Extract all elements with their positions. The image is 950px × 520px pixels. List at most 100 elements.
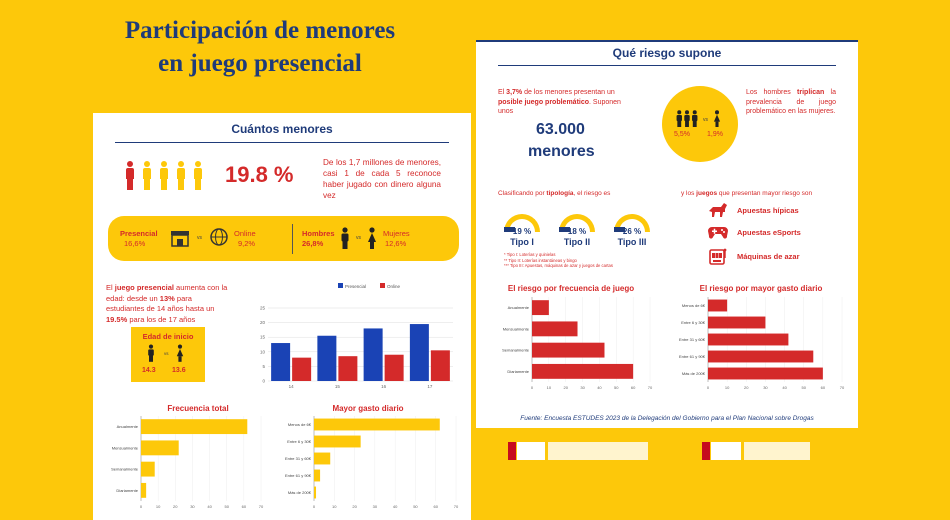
bar-diariamente (141, 482, 147, 498)
store-icon (171, 231, 189, 247)
category-label: Semanalmente (502, 348, 530, 353)
category-label: Mensualmente (503, 326, 530, 331)
bar-m-s-de-200- (314, 486, 317, 499)
men-value: 5,5% (674, 131, 690, 138)
category-label: Más de 200€ (682, 371, 706, 376)
edad-inicio-box: Edad de inicio vs 14.3 13.6 (131, 327, 205, 382)
person-icon (194, 161, 202, 190)
category-label: Entre 31 y 60€ (285, 456, 312, 461)
risk-text-bold: posible juego problemático (498, 98, 590, 106)
pill-divider (292, 224, 293, 254)
bar-online-16 (384, 354, 404, 381)
typology-text-bold: tipología (546, 190, 574, 197)
bar-presencial-15 (317, 335, 337, 381)
bar-presencial-17 (409, 324, 429, 381)
game-label-3: Máquinas de azar (737, 252, 800, 261)
games-text-bold: juegos (696, 190, 718, 197)
games-text-part: y los (681, 190, 697, 197)
typology-text-part: Clasificando por (498, 190, 547, 197)
category-label: Anualmente (508, 305, 530, 310)
x-tick-label: 60 (631, 385, 636, 390)
edad-male: 14.3 (142, 367, 156, 374)
bar-entre-6-y-30- (314, 435, 361, 448)
x-tick-label: 10 (547, 385, 552, 390)
men-text-bold: triplican (797, 89, 825, 96)
bar-presencial-14 (271, 343, 291, 381)
bar-mensualmente (141, 440, 179, 456)
legend-swatch (338, 283, 343, 288)
frecuencia-total-chart: 0 10 20 30 40 50 60 70 Anualmente Mensualmente Sem… (111, 416, 264, 509)
tipo-3-label: Tipo III (617, 237, 647, 247)
comparison-pill: Presencial 16,6% vs Online 9,2% Hombres … (108, 216, 459, 261)
left-heading-rule (115, 142, 449, 143)
chart-title-gasto: Mayor gasto diario (332, 404, 404, 413)
chart-title-frecuencia: Frecuencia total (167, 404, 229, 413)
male-icon (341, 227, 349, 249)
game-label-2: Apuestas eSports (737, 228, 801, 237)
government-logo (702, 440, 810, 462)
games-text-part: que presentan mayor riesgo son (717, 190, 813, 197)
x-tick-label: 30 (763, 385, 768, 390)
risk-text-part: . Suponen unos (498, 98, 621, 116)
age-text-part: para estudiantes de 14 años hasta un (106, 293, 215, 314)
person-icon (177, 161, 185, 190)
category-label: Entre 61 y 90€ (679, 354, 706, 359)
games-text: y los juegos que presentan mayor riesgo … (681, 190, 812, 197)
female-icon (176, 344, 184, 362)
source-text: Fuente: Encuesta ESTUDES 2023 de la Dele… (520, 415, 814, 422)
x-tick-label: 30 (373, 504, 378, 509)
age-text-part: El (106, 283, 115, 292)
x-tick-label: 40 (782, 385, 787, 390)
x-tick-label: 10 (332, 504, 337, 509)
bar-entre-31-y-60- (314, 452, 331, 465)
x-tick-label: 0 (140, 504, 143, 509)
gauge-tipo-2 (559, 214, 595, 232)
game-label-1: Apuestas hípicas (737, 206, 799, 215)
category-label: Más de 200€ (288, 490, 312, 495)
bar-diariamente (532, 363, 634, 379)
category-label: Mensualmente (112, 445, 139, 450)
people-figures (126, 158, 206, 190)
category-label: Menos de 6€ (288, 422, 312, 427)
x-tick-label: 60 (821, 385, 826, 390)
vs-label: vs (703, 117, 708, 123)
risk-text: El 3,7% de los menores presentan un posi… (498, 88, 630, 117)
right-panel: Qué riesgo supone El 3,7% de los menores… (476, 40, 858, 428)
age-text-part: para los de 17 años (127, 314, 196, 324)
category-label: Entre 31 y 60€ (679, 337, 706, 342)
category-label: Diariamente (116, 488, 138, 493)
x-tick-label: 16 (381, 384, 387, 389)
online-value: 9,2% (238, 239, 256, 248)
bar-m-s-de-200- (708, 367, 823, 380)
gamepad-icon (708, 227, 728, 239)
intro-text: De los 1,7 millones de menores, casi 1 d… (323, 158, 441, 200)
riesgo-gasto-chart: 0 10 20 30 40 50 60 70 Menos de 6€ Entre 6 y 30€ E… (679, 297, 845, 390)
mujeres-label: Mujeres (383, 229, 410, 238)
count-value: 63.000 (536, 121, 585, 138)
male-icon (676, 110, 698, 127)
category-label: Diariamente (507, 369, 529, 374)
y-tick-label: 25 (260, 306, 266, 311)
bar-entre-61-y-90- (708, 350, 814, 363)
online-label: Online (234, 229, 256, 238)
main-title-line1: Participación de menores (124, 17, 396, 44)
person-icon (143, 161, 151, 190)
tipo-note: * Tipo I: Loterías y quinielas (504, 252, 556, 257)
risk-text-part: de los menores presentan un (522, 89, 615, 96)
age-text: El juego presencial aumenta con la edad:… (106, 283, 229, 325)
edad-inicio-label: Edad de inicio (142, 332, 194, 341)
tipo-3-value: 26 % (622, 227, 642, 236)
bar-online-14 (292, 357, 312, 381)
typology-text-part: , el riesgo es (573, 190, 611, 197)
presencial-label: Presencial (120, 229, 158, 238)
y-tick-label: 20 (260, 320, 266, 325)
bar-entre-6-y-30- (708, 316, 766, 329)
age-text-part: aumenta con la edad: desde un (106, 283, 228, 303)
right-panel-heading: Qué riesgo supone (612, 46, 722, 60)
x-tick-label: 50 (801, 385, 806, 390)
x-tick-label: 60 (242, 504, 247, 509)
bar-menos-de-6- (314, 418, 440, 431)
y-tick-label: 15 (260, 335, 266, 340)
edad-female: 13.6 (172, 367, 186, 374)
x-tick-label: 0 (313, 504, 316, 509)
